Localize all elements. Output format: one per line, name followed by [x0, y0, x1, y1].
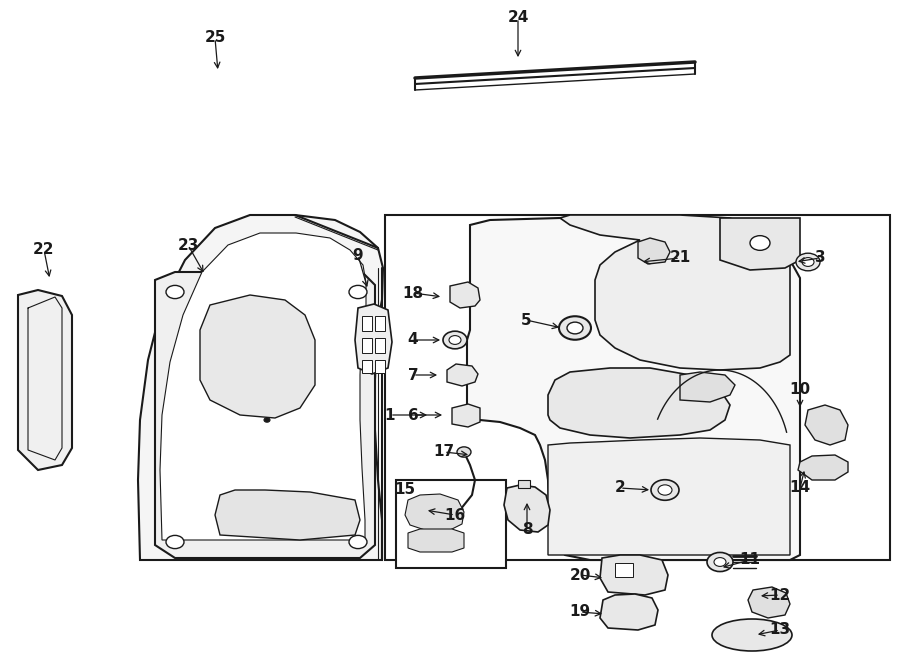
Circle shape — [567, 322, 583, 334]
Circle shape — [559, 316, 591, 340]
Polygon shape — [450, 282, 480, 308]
Bar — [396, 480, 506, 568]
Polygon shape — [638, 238, 670, 264]
Circle shape — [707, 553, 733, 572]
Polygon shape — [355, 304, 392, 374]
Ellipse shape — [712, 619, 792, 651]
Text: 17: 17 — [434, 444, 454, 459]
Text: 5: 5 — [521, 313, 531, 327]
Text: 13: 13 — [770, 623, 790, 637]
Text: 15: 15 — [394, 483, 416, 498]
Polygon shape — [600, 555, 668, 595]
Text: 3: 3 — [814, 251, 825, 266]
Text: 11: 11 — [740, 553, 760, 568]
Polygon shape — [200, 295, 315, 418]
Bar — [362, 360, 372, 373]
Polygon shape — [680, 372, 735, 402]
Text: 24: 24 — [508, 11, 528, 26]
Text: 16: 16 — [445, 508, 465, 522]
Circle shape — [651, 480, 679, 500]
Text: 18: 18 — [402, 286, 424, 301]
Text: 22: 22 — [33, 243, 55, 258]
Circle shape — [658, 485, 672, 495]
Text: 25: 25 — [204, 30, 226, 46]
Polygon shape — [405, 494, 464, 530]
Polygon shape — [600, 594, 658, 630]
Bar — [362, 338, 372, 353]
Text: 7: 7 — [408, 368, 418, 383]
Bar — [375, 316, 385, 331]
Bar — [615, 563, 633, 577]
Circle shape — [714, 558, 726, 566]
Polygon shape — [160, 233, 366, 540]
Text: 20: 20 — [570, 568, 590, 582]
Text: 23: 23 — [177, 237, 199, 253]
Polygon shape — [548, 368, 730, 438]
Circle shape — [349, 286, 367, 299]
Bar — [375, 360, 385, 373]
Circle shape — [802, 258, 814, 266]
Circle shape — [457, 447, 471, 457]
Circle shape — [166, 535, 184, 549]
Polygon shape — [155, 272, 375, 558]
Text: 6: 6 — [408, 407, 418, 422]
Polygon shape — [518, 480, 530, 488]
Polygon shape — [18, 290, 72, 470]
Text: 14: 14 — [789, 481, 811, 496]
Polygon shape — [548, 438, 790, 555]
Text: 21: 21 — [670, 251, 690, 266]
Polygon shape — [748, 587, 790, 618]
Text: 9: 9 — [353, 247, 364, 262]
Circle shape — [750, 236, 770, 251]
Text: 1: 1 — [385, 407, 395, 422]
Text: 10: 10 — [789, 383, 811, 397]
Polygon shape — [138, 215, 383, 560]
Circle shape — [449, 336, 461, 344]
Polygon shape — [467, 218, 800, 560]
Circle shape — [349, 535, 367, 549]
Polygon shape — [215, 490, 360, 540]
Bar — [385, 215, 890, 560]
Polygon shape — [408, 529, 464, 552]
Bar — [362, 316, 372, 331]
Text: 19: 19 — [570, 605, 590, 619]
Circle shape — [443, 331, 467, 349]
Polygon shape — [798, 455, 848, 480]
Polygon shape — [720, 218, 800, 270]
Polygon shape — [805, 405, 848, 445]
Polygon shape — [504, 485, 550, 532]
Polygon shape — [447, 364, 478, 386]
Polygon shape — [452, 404, 480, 427]
Text: 8: 8 — [522, 522, 532, 537]
Text: 4: 4 — [408, 332, 418, 348]
Circle shape — [796, 253, 820, 271]
Circle shape — [264, 418, 270, 422]
Bar — [375, 338, 385, 353]
Circle shape — [166, 286, 184, 299]
Text: 2: 2 — [615, 481, 626, 496]
Text: 12: 12 — [770, 588, 790, 602]
Polygon shape — [560, 215, 790, 370]
